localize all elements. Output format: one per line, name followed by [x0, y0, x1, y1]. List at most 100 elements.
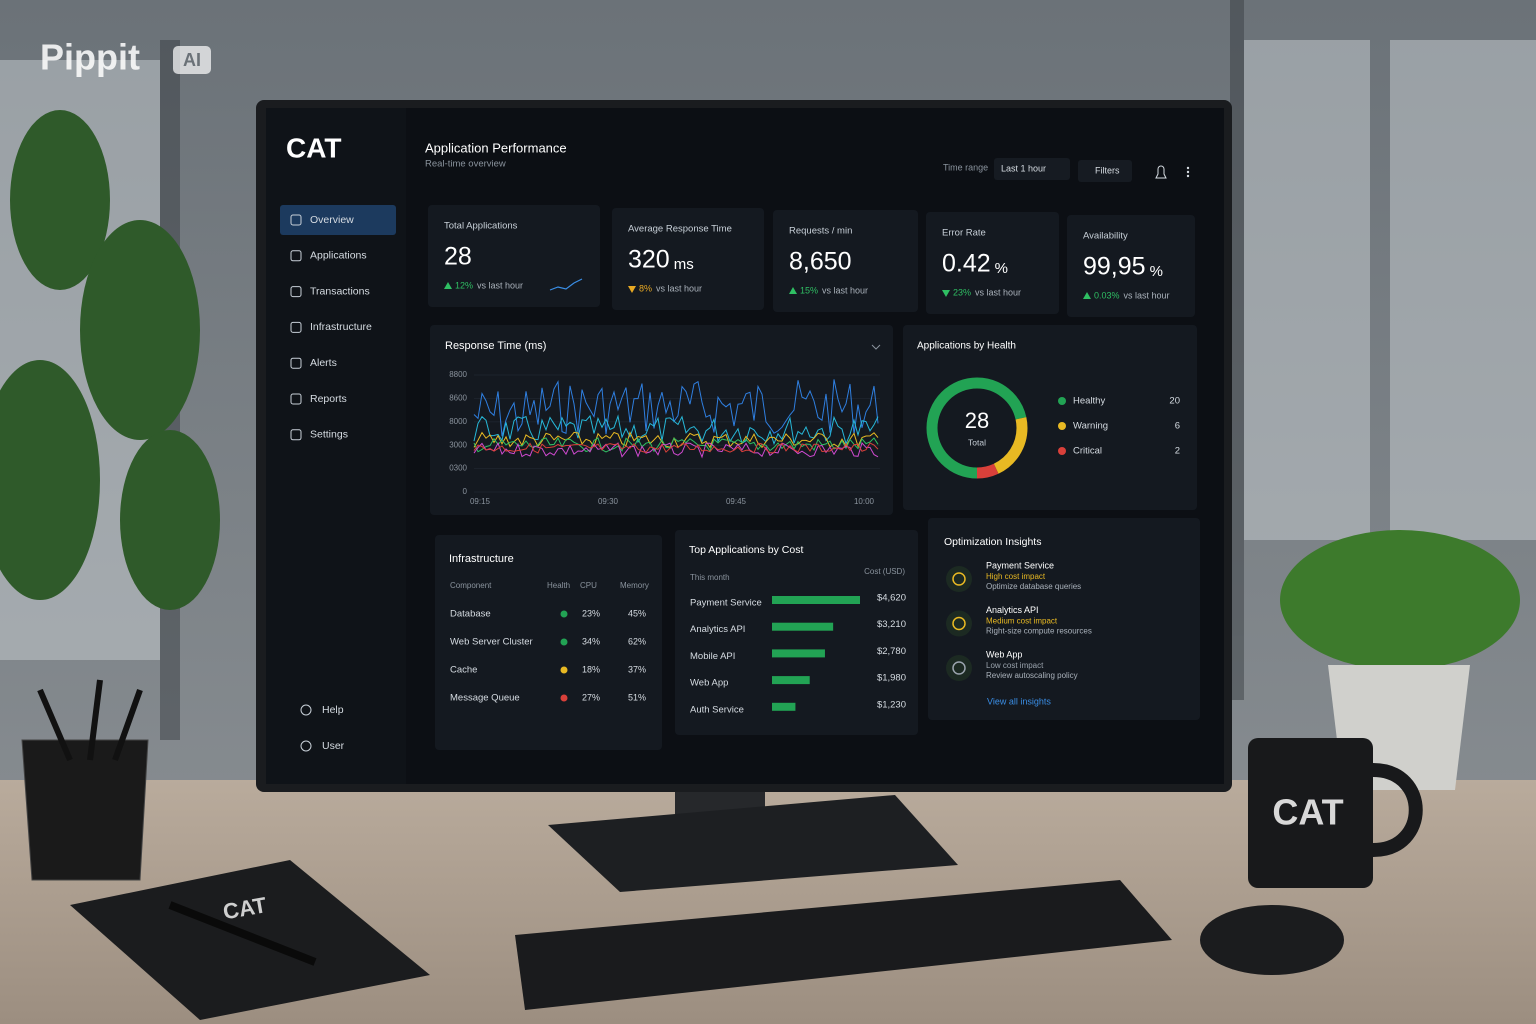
cost-app: Payment Service — [690, 598, 762, 609]
cell-component: Database — [450, 609, 491, 620]
chart-line — [473, 441, 879, 459]
column-header: Health — [547, 581, 570, 590]
legend-value: 2 — [1175, 446, 1180, 457]
kpi-change-text: vs last hour — [477, 280, 523, 290]
cost-app: Web App — [690, 678, 728, 689]
chart-line — [473, 431, 879, 449]
y-tick-label: 8600 — [449, 394, 467, 403]
nav-icon — [290, 250, 302, 262]
legend-dot — [1058, 447, 1066, 455]
kpi-value: 0.42 — [942, 250, 991, 278]
cell-memory: 51% — [628, 692, 646, 702]
kpi-unit: % — [995, 260, 1008, 277]
column-header: Memory — [620, 581, 649, 590]
bell-icon[interactable] — [1155, 165, 1167, 179]
nav-icon — [290, 286, 302, 298]
legend-value: 6 — [1175, 421, 1180, 432]
panel-title: Applications by Health — [917, 341, 1016, 352]
kpi-arrow — [789, 287, 797, 294]
insight-action: Right-size compute resources — [986, 627, 1092, 636]
cost-period: This month — [690, 573, 730, 582]
insights-link[interactable]: View all insights — [987, 696, 1051, 706]
kpi-label: Total Applications — [444, 221, 518, 232]
chart-line — [473, 437, 879, 453]
chart-title: Response Time (ms) — [445, 340, 546, 352]
insight-name: Web App — [986, 649, 1022, 659]
cost-value: $4,620 — [877, 593, 906, 604]
filters-box[interactable] — [1078, 160, 1132, 182]
insight-impact: Medium cost impact — [986, 617, 1058, 626]
y-tick-label: 0300 — [449, 464, 467, 473]
cell-memory: 37% — [628, 664, 646, 674]
panel — [612, 208, 764, 310]
kpi-unit: % — [1150, 263, 1163, 280]
nav-item[interactable]: Alerts — [310, 357, 337, 369]
health-dot — [560, 694, 568, 702]
kpi-label: Availability — [1083, 231, 1128, 242]
insight-icon-bg — [946, 655, 972, 681]
x-tick-label: 09:30 — [598, 497, 619, 506]
panel — [428, 205, 600, 307]
insight-icon-bg — [946, 610, 972, 637]
legend-value: 20 — [1169, 396, 1180, 407]
panel — [435, 535, 662, 750]
panel — [926, 212, 1059, 314]
cost-value: $1,230 — [877, 699, 906, 710]
menu-dot[interactable] — [1186, 170, 1190, 174]
time-range-label: Time range — [943, 162, 988, 172]
chart-line — [473, 379, 879, 437]
notebook: CAT — [70, 860, 430, 1020]
kpi-value: 8,650 — [789, 248, 852, 276]
kpi-label: Average Response Time — [628, 224, 732, 235]
cost-app: Mobile API — [690, 651, 735, 662]
kpi-value: 99,95 — [1083, 253, 1146, 281]
time-range-box[interactable] — [994, 158, 1070, 180]
kpi-change-text: vs last hour — [1124, 290, 1170, 300]
health-dot — [560, 610, 568, 618]
donut-total-label: Total — [968, 437, 986, 447]
cost-bar — [772, 649, 825, 658]
nav-item[interactable]: Settings — [310, 429, 348, 441]
footer-item[interactable]: User — [322, 740, 345, 752]
y-tick-label: 3000 — [449, 440, 467, 449]
cost-value: $2,780 — [877, 646, 906, 657]
insight-action: Optimize database queries — [986, 582, 1081, 591]
cell-cpu: 18% — [582, 664, 600, 674]
kpi-change: 15% — [800, 285, 818, 295]
insight-icon — [952, 661, 966, 675]
cost-bar — [772, 702, 796, 711]
pen-cup — [21, 679, 149, 881]
kpi-change: 0.03% — [1094, 290, 1120, 300]
panel — [675, 530, 918, 735]
panel — [430, 325, 893, 515]
nav-item[interactable]: Infrastructure — [310, 321, 372, 333]
panel-title: Infrastructure — [449, 553, 514, 565]
kpi-change: 23% — [953, 287, 971, 297]
nav-item[interactable]: Transactions — [310, 285, 370, 297]
keyboard — [515, 880, 1172, 1010]
page-subtitle: Real-time overview — [425, 159, 506, 170]
kpi-arrow — [444, 282, 452, 289]
legend-label: Healthy — [1073, 396, 1105, 407]
menu-dot[interactable] — [1186, 174, 1190, 178]
nav-item[interactable]: Applications — [310, 250, 367, 262]
chart-line — [473, 414, 879, 446]
cell-memory: 45% — [628, 608, 646, 618]
cost-bar — [772, 596, 860, 604]
mug: CAT — [1248, 738, 1423, 888]
footer-item[interactable]: Help — [322, 704, 344, 716]
y-tick-label: 8000 — [449, 417, 467, 426]
cost-column: Cost (USD) — [864, 567, 905, 576]
insight-icon — [952, 616, 966, 631]
column-header: CPU — [580, 581, 597, 590]
nav-item[interactable]: Reports — [310, 393, 347, 405]
nav-item[interactable]: Overview — [310, 214, 354, 226]
nav-active — [280, 205, 396, 235]
nav-icon — [290, 214, 302, 226]
panel — [928, 518, 1200, 720]
filters: Filters — [1095, 165, 1120, 175]
x-tick-label: 09:15 — [470, 497, 491, 506]
kpi-label: Requests / min — [789, 226, 852, 237]
menu-dot[interactable] — [1186, 166, 1190, 170]
